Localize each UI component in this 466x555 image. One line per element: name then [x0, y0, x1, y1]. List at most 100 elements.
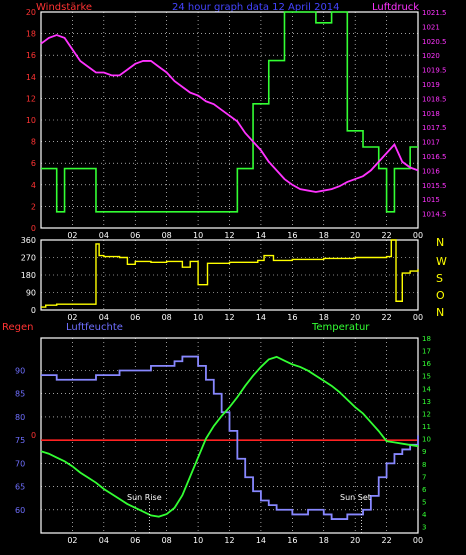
direction-y-tick-label: 360	[21, 236, 36, 245]
wind-y-tick-label: 12	[26, 94, 36, 103]
pressure-y-tick-label: 1018.5	[422, 95, 447, 103]
temperature-y-tick-label: 12	[422, 410, 431, 418]
temperature-y-tick-label: 8	[422, 461, 426, 469]
compass-n-top: N	[436, 236, 444, 249]
compass-w: W	[436, 255, 447, 268]
direction-y-tick-label: 90	[26, 289, 36, 298]
temperature-y-tick-label: 16	[422, 360, 431, 368]
x-tick-label: 02	[67, 231, 77, 240]
x-tick-label: 22	[381, 231, 391, 240]
x-tick-label: 04	[99, 536, 109, 545]
temperature-axis-label: Temperatur	[311, 322, 370, 333]
compass-labels: N W S O N	[436, 236, 447, 319]
pressure-y-tick-label: 1018	[422, 110, 440, 118]
wind-speed-series	[41, 11, 418, 213]
temperature-y-tick-label: 5	[422, 499, 426, 507]
temperature-y-tick-label: 14	[422, 385, 431, 393]
humidity-y-tick-label: 85	[15, 390, 25, 399]
x-tick-label: 08	[162, 536, 172, 545]
data-series	[40, 11, 419, 533]
sunset-label: Sun Set	[340, 493, 371, 502]
x-tick-label: 18	[319, 313, 329, 322]
x-tick-label: 18	[319, 231, 329, 240]
temperature-y-tick-label: 11	[422, 423, 431, 431]
direction-y-tick-label: 0	[31, 306, 36, 315]
x-tick-label: 10	[193, 231, 203, 240]
temperature-y-tick-label: 9	[422, 448, 426, 456]
sunrise-label: Sun Rise	[127, 493, 162, 502]
x-tick-label: 20	[350, 536, 360, 545]
x-tick-label: 00	[413, 536, 423, 545]
compass-o: O	[436, 289, 445, 302]
humidity-axis-label: Luftfeuchte	[66, 322, 123, 333]
wind-y-tick-label: 6	[31, 159, 36, 168]
wind-direction-series	[41, 239, 419, 308]
temperature-y-tick-label: 4	[422, 511, 427, 519]
x-tick-label: 14	[256, 231, 266, 240]
pressure-series	[40, 34, 419, 193]
rain-axis-label: Regen	[2, 322, 34, 333]
temperature-y-tick-label: 7	[422, 473, 426, 481]
pressure-y-tick-label: 1021	[422, 23, 440, 31]
pressure-axis-label: Luftdruck	[372, 2, 419, 13]
pressure-y-tick-label: 1016.5	[422, 153, 447, 161]
pressure-y-tick-label: 1019.5	[422, 67, 447, 75]
x-tick-label: 12	[224, 313, 234, 322]
wind-y-tick-label: 8	[31, 138, 36, 147]
x-tick-label: 06	[130, 231, 140, 240]
x-tick-label: 00	[413, 231, 423, 240]
pressure-y-tick-label: 1015	[422, 196, 440, 204]
temperature-y-tick-label: 6	[422, 486, 427, 494]
x-tick-label: 04	[99, 231, 109, 240]
wind-y-tick-label: 10	[26, 116, 36, 125]
pressure-y-tick-label: 1021.5	[422, 9, 447, 17]
humidity-y-tick-label: 75	[15, 436, 25, 445]
x-tick-label: 06	[130, 313, 140, 322]
x-tick-label: 12	[224, 536, 234, 545]
x-tick-label: 18	[319, 536, 329, 545]
x-tick-label: 06	[130, 536, 140, 545]
x-tick-label: 22	[381, 536, 391, 545]
pressure-y-tick-label: 1019	[422, 81, 440, 89]
x-tick-label: 14	[256, 313, 266, 322]
x-tick-label: 02	[67, 313, 77, 322]
x-tick-label: 12	[224, 231, 234, 240]
pressure-y-tick-label: 1017	[422, 139, 440, 147]
wind-y-tick-label: 20	[26, 8, 36, 17]
pressure-y-tick-label: 1020	[422, 52, 440, 60]
temperature-y-tick-label: 15	[422, 373, 431, 381]
x-tick-label: 04	[99, 313, 109, 322]
temperature-series	[40, 355, 419, 518]
temperature-y-tick-label: 17	[422, 348, 431, 356]
temperature-y-tick-label: 3	[422, 524, 426, 532]
x-tick-label: 08	[162, 313, 172, 322]
rain-zero-label: 0	[31, 431, 36, 440]
wind-y-tick-label: 2	[31, 202, 36, 211]
pressure-y-tick-label: 1020.5	[422, 38, 447, 46]
direction-y-tick-label: 180	[21, 271, 36, 280]
humidity-y-tick-label: 60	[15, 506, 25, 515]
x-tick-label: 22	[381, 313, 391, 322]
x-tick-label: 16	[287, 536, 297, 545]
pressure-y-tick-label: 1017.5	[422, 124, 447, 132]
compass-s: S	[436, 272, 443, 285]
wind-y-tick-label: 4	[31, 181, 36, 190]
x-tick-label: 14	[256, 536, 266, 545]
compass-n-bottom: N	[436, 306, 444, 319]
wind-y-tick-label: 14	[26, 73, 36, 82]
wind-y-tick-label: 0	[31, 224, 36, 233]
x-tick-label: 20	[350, 313, 360, 322]
x-tick-label: 10	[193, 313, 203, 322]
temperature-y-tick-label: 10	[422, 436, 431, 444]
temperature-y-tick-label: 13	[422, 398, 431, 406]
x-tick-label: 20	[350, 231, 360, 240]
humidity-series	[41, 355, 419, 520]
wind-axis-label: Windstärke	[36, 2, 92, 13]
wind-y-tick-label: 16	[26, 51, 36, 60]
x-tick-label: 16	[287, 313, 297, 322]
humidity-y-tick-label: 80	[15, 413, 25, 422]
x-tick-label: 16	[287, 231, 297, 240]
direction-y-tick-label: 270	[21, 254, 36, 263]
x-tick-label: 00	[413, 313, 423, 322]
